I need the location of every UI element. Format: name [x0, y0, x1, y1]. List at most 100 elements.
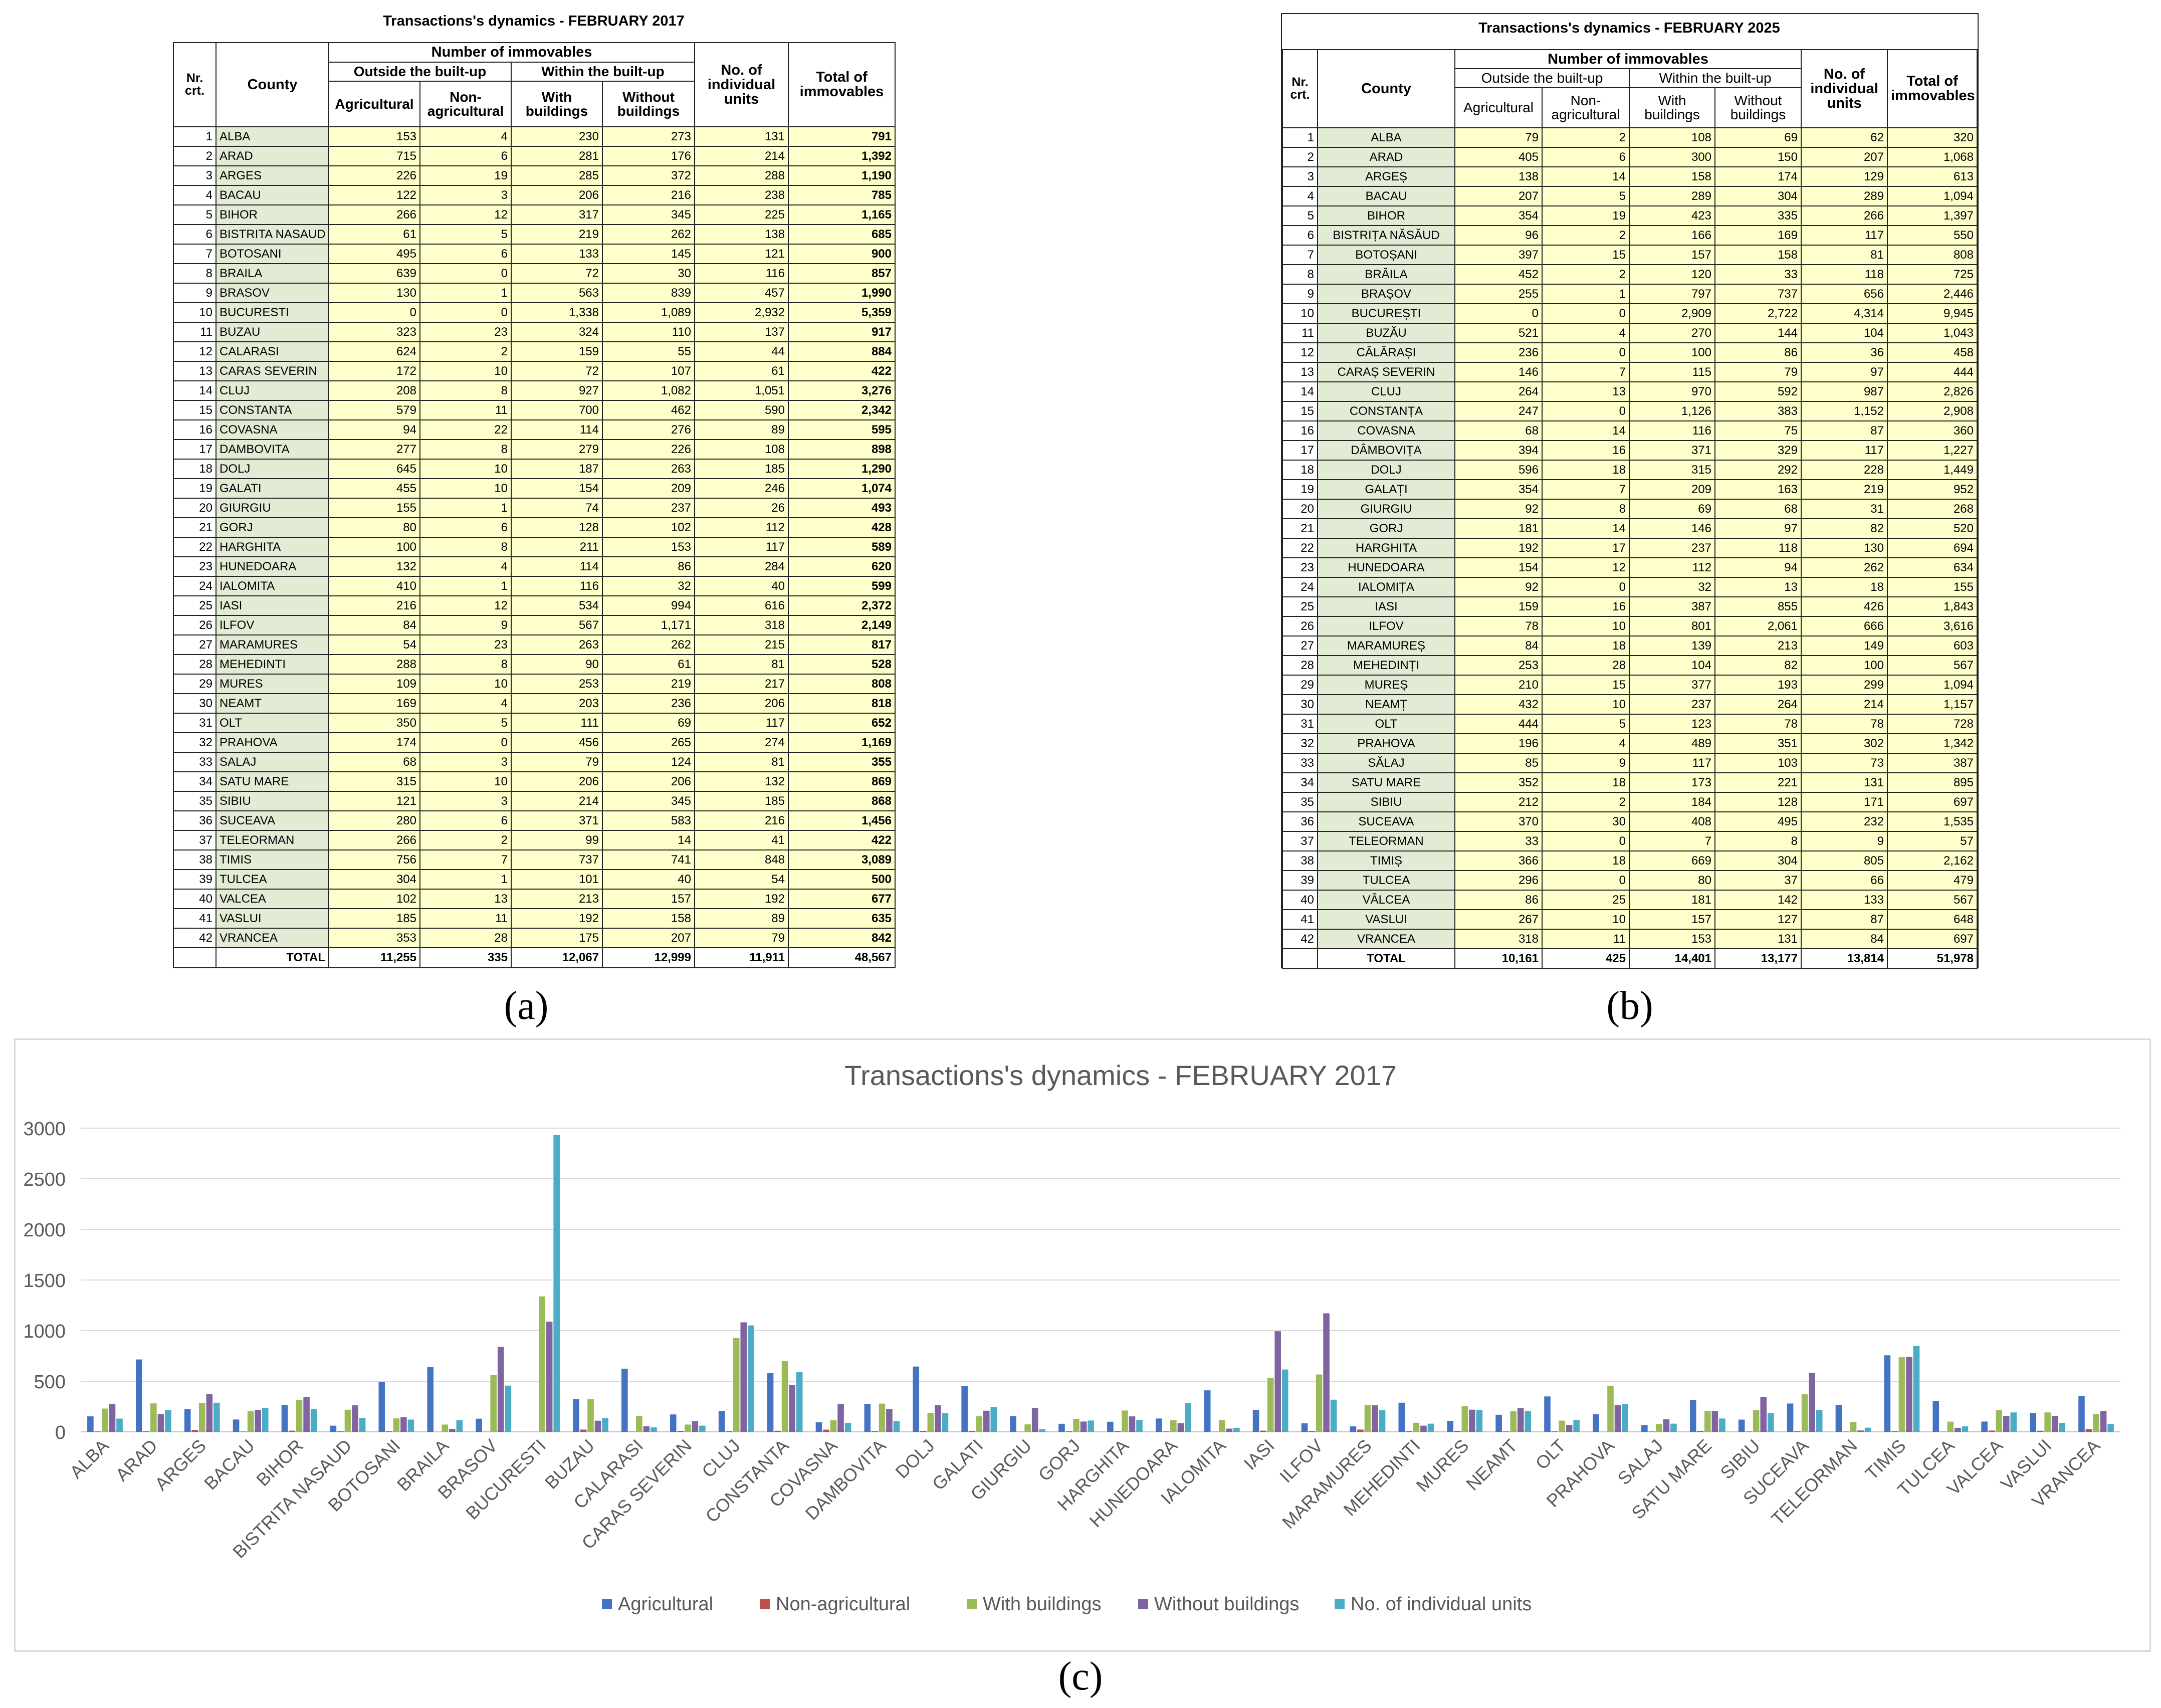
bar-no-of-individual-units — [116, 1418, 123, 1432]
table-cell: 130 — [328, 283, 420, 303]
table-cell: 8 — [419, 380, 512, 401]
table-cell: 262 — [1801, 557, 1888, 578]
table-cell: 4 — [1542, 733, 1630, 754]
table-cell: 0 — [1454, 303, 1543, 324]
table-cell: 73 — [1801, 753, 1888, 773]
table-cell: 16 — [1282, 420, 1318, 441]
total-cell — [173, 947, 217, 968]
table-row: 23 HUNEDOARA 132 4 114 86 284 620 — [173, 556, 896, 577]
col-with-buildings-header: With buildings — [1629, 87, 1715, 128]
table-cell: 157 — [1629, 245, 1715, 265]
table-cell: 318 — [694, 615, 789, 635]
table-cell: 725 — [1887, 264, 1978, 285]
bar-with-buildings — [247, 1411, 254, 1432]
table-cell: DÂMBOVIȚA — [1317, 440, 1455, 461]
table-cell: 300 — [1629, 147, 1715, 167]
bar-non-agricultural — [1260, 1430, 1266, 1432]
table-cell: 230 — [511, 126, 603, 147]
x-tick-label: CLUJ — [698, 1435, 744, 1482]
table-cell: 791 — [788, 126, 896, 147]
table-cell: 215 — [694, 634, 789, 655]
bar-non-agricultural — [1114, 1431, 1121, 1432]
bar-without-buildings — [1323, 1313, 1330, 1432]
table-cell: 25 — [173, 595, 217, 616]
table-cell: 72 — [511, 361, 603, 381]
table-cell: 1,082 — [602, 380, 695, 401]
table-cell: 37 — [1714, 870, 1802, 891]
table-cell: 100 — [1801, 655, 1888, 676]
table-cell: 350 — [328, 713, 420, 733]
table-cell: 155 — [1887, 577, 1978, 597]
table-cell: 884 — [788, 341, 896, 362]
bar-no-of-individual-units — [602, 1418, 608, 1432]
table-cell: ARAD — [1317, 147, 1455, 167]
total-cell: 10,161 — [1454, 948, 1543, 969]
legend-label: With buildings — [983, 1594, 1102, 1615]
bar-agricultural — [1981, 1421, 1988, 1432]
bar-with-buildings — [1607, 1385, 1614, 1432]
bar-non-agricultural — [968, 1430, 975, 1432]
table-row: 16 COVASNA 68 14 116 75 87 360 — [1282, 420, 1978, 441]
table-cell: 444 — [1454, 714, 1543, 734]
table-cell: 6 — [1542, 147, 1630, 167]
table-row: 19 GALAȚI 354 7 209 163 219 952 — [1282, 479, 1978, 500]
total-cell: 425 — [1542, 948, 1630, 969]
table-cell: 144 — [1714, 323, 1802, 343]
table-cell: 16 — [1542, 596, 1630, 617]
bar-no-of-individual-units — [747, 1325, 754, 1432]
bar-with-buildings — [1170, 1420, 1177, 1432]
table-cell: 5 — [419, 713, 512, 733]
bar-without-buildings — [206, 1394, 213, 1432]
table-cell: ALBA — [215, 126, 329, 147]
table-cell: MEHEDINȚI — [1317, 655, 1455, 676]
bar-with-buildings — [1996, 1410, 2003, 1432]
table-row: 35 SIBIU 121 3 214 345 185 868 — [173, 791, 896, 811]
table-cell: 36 — [1282, 811, 1318, 832]
table-cell: 213 — [1714, 635, 1802, 656]
table-row: 24 IALOMIȚA 92 0 32 13 18 155 — [1282, 577, 1978, 597]
table-cell: 185 — [694, 459, 789, 479]
table-cell: 6 — [419, 810, 512, 831]
table-cell: 3 — [419, 185, 512, 205]
table-cell: 173 — [1629, 772, 1715, 793]
table-cell: 669 — [1629, 850, 1715, 871]
bar-no-of-individual-units — [2010, 1412, 2017, 1432]
table-cell: 207 — [1801, 147, 1888, 167]
table-cell: 6 — [419, 146, 512, 166]
table-cell: 214 — [511, 791, 603, 811]
table-cell: 292 — [1714, 460, 1802, 480]
table-cell: BRAILA — [215, 263, 329, 284]
bar-without-buildings — [789, 1385, 795, 1432]
table-cell: 10 — [419, 361, 512, 381]
table-cell: 351 — [1714, 733, 1802, 754]
table-row: 39 TULCEA 296 0 80 37 66 479 — [1282, 870, 1978, 891]
table-cell: 13 — [419, 889, 512, 909]
table-cell: 176 — [602, 146, 695, 166]
y-tick-label: 0 — [55, 1422, 66, 1443]
bar-with-buildings — [879, 1403, 886, 1432]
table-cell: 18 — [173, 459, 217, 479]
table-cell: 18 — [1542, 772, 1630, 793]
table-cell: 603 — [1887, 635, 1978, 656]
table-cell: 81 — [694, 654, 789, 675]
table-cell: 253 — [1454, 655, 1543, 676]
table-cell: GORJ — [1317, 518, 1455, 539]
table-cell: 345 — [602, 791, 695, 811]
table-cell: 80 — [328, 517, 420, 538]
table-row: 4 BACAU 207 5 289 304 289 1,094 — [1282, 186, 1978, 206]
bar-without-buildings — [1420, 1425, 1427, 1432]
table-cell: 15 — [173, 400, 217, 420]
table-cell: 264 — [1454, 381, 1543, 402]
table-cell: 80 — [1629, 870, 1715, 891]
table-cell: 17 — [1542, 538, 1630, 558]
table-cell: 19 — [419, 165, 512, 186]
legend-label: Without buildings — [1154, 1594, 1299, 1615]
table-row: 29 MUREȘ 210 15 377 193 299 1,094 — [1282, 675, 1978, 695]
table-cell: 462 — [602, 400, 695, 420]
table-cell: GIURGIU — [215, 498, 329, 518]
table-a: Nr. crt. County Number of immovables No.… — [173, 42, 896, 968]
bar-agricultural — [281, 1405, 288, 1432]
table-cell: CONSTANȚA — [1317, 401, 1455, 421]
bar-with-buildings — [927, 1413, 934, 1432]
bar-without-buildings — [546, 1322, 553, 1432]
